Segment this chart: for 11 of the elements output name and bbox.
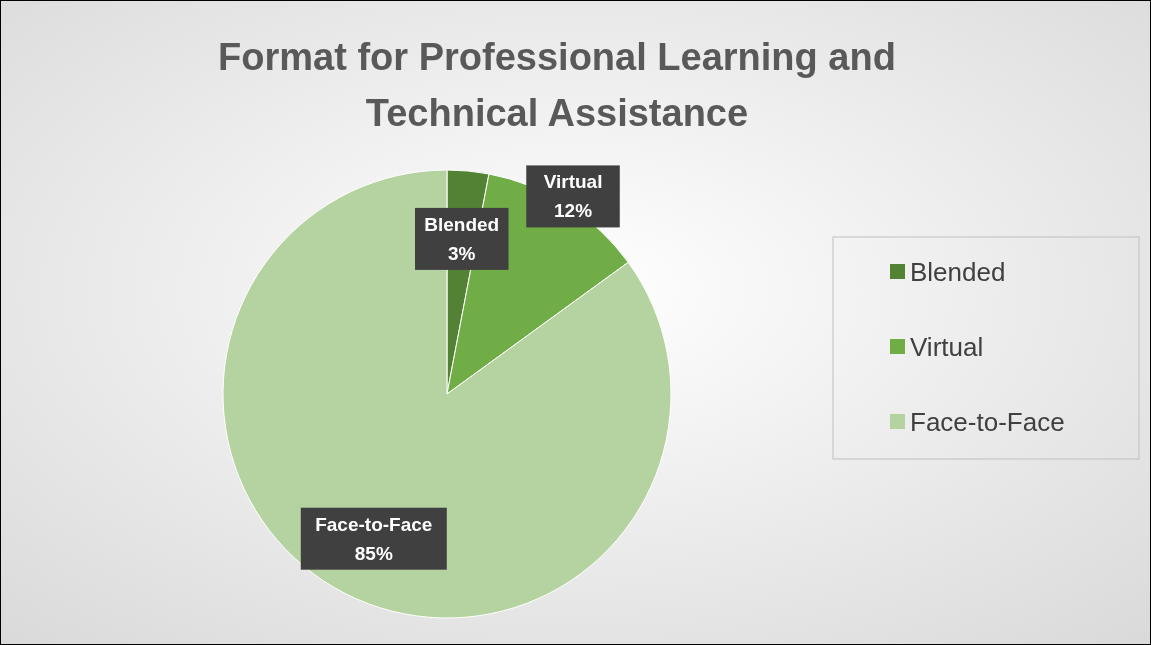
pie-slice bbox=[222, 169, 672, 619]
legend-label: Blended bbox=[910, 257, 1006, 287]
legend-label: Virtual bbox=[910, 332, 984, 362]
data-label: 12% bbox=[554, 200, 593, 222]
chart-title: Format for Professional Learning and Technical Assistance bbox=[218, 36, 896, 134]
category-label: Face-to-Face bbox=[910, 407, 1065, 437]
slice-label: Blended bbox=[424, 213, 500, 235]
data-label: 85% bbox=[354, 542, 393, 564]
slice-label: Virtual bbox=[543, 171, 603, 193]
slice-label: Face-to-Face bbox=[315, 513, 433, 535]
data-label: 3% bbox=[448, 242, 476, 264]
